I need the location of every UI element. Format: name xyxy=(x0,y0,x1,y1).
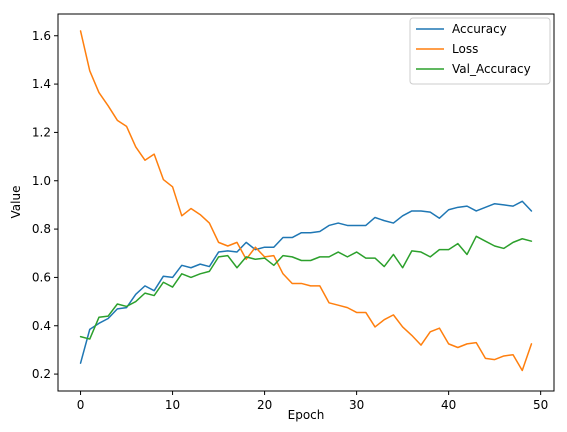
y-axis-title: Value xyxy=(9,186,23,219)
y-tick-label: 1.0 xyxy=(32,174,51,188)
y-tick-label: 1.4 xyxy=(32,77,51,91)
x-tick-label: 30 xyxy=(349,398,364,412)
legend-label: Val_Accuracy xyxy=(452,62,531,76)
y-tick-label: 1.2 xyxy=(32,125,51,139)
y-axis: 0.2 0.4 0.6 0.8 1.0 1.2 1.4 1.6 xyxy=(32,29,58,381)
series-line-val-accuracy xyxy=(79,235,533,340)
series-line-loss xyxy=(79,30,533,372)
series-lines xyxy=(79,30,533,372)
x-tick-label: 40 xyxy=(441,398,456,412)
x-axis: 0 10 20 30 40 50 xyxy=(77,391,548,412)
x-tick-label: 0 xyxy=(77,398,85,412)
y-tick-label: 0.6 xyxy=(32,270,51,284)
x-tick-label: 20 xyxy=(257,398,272,412)
legend: Accuracy Loss Val_Accuracy xyxy=(409,17,551,85)
y-tick-label: 0.4 xyxy=(32,319,51,333)
y-tick-label: 1.6 xyxy=(32,29,51,43)
legend-box xyxy=(409,17,551,85)
plot-frame xyxy=(57,13,555,392)
x-tick-label: 10 xyxy=(165,398,180,412)
y-tick-label: 0.8 xyxy=(32,222,51,236)
y-tick-label: 0.2 xyxy=(32,367,51,381)
legend-label: Loss xyxy=(452,42,478,56)
x-axis-title: Epoch xyxy=(288,408,325,422)
legend-label: Accuracy xyxy=(452,22,507,36)
series-line-accuracy xyxy=(79,200,533,364)
x-tick-label: 50 xyxy=(533,398,548,412)
